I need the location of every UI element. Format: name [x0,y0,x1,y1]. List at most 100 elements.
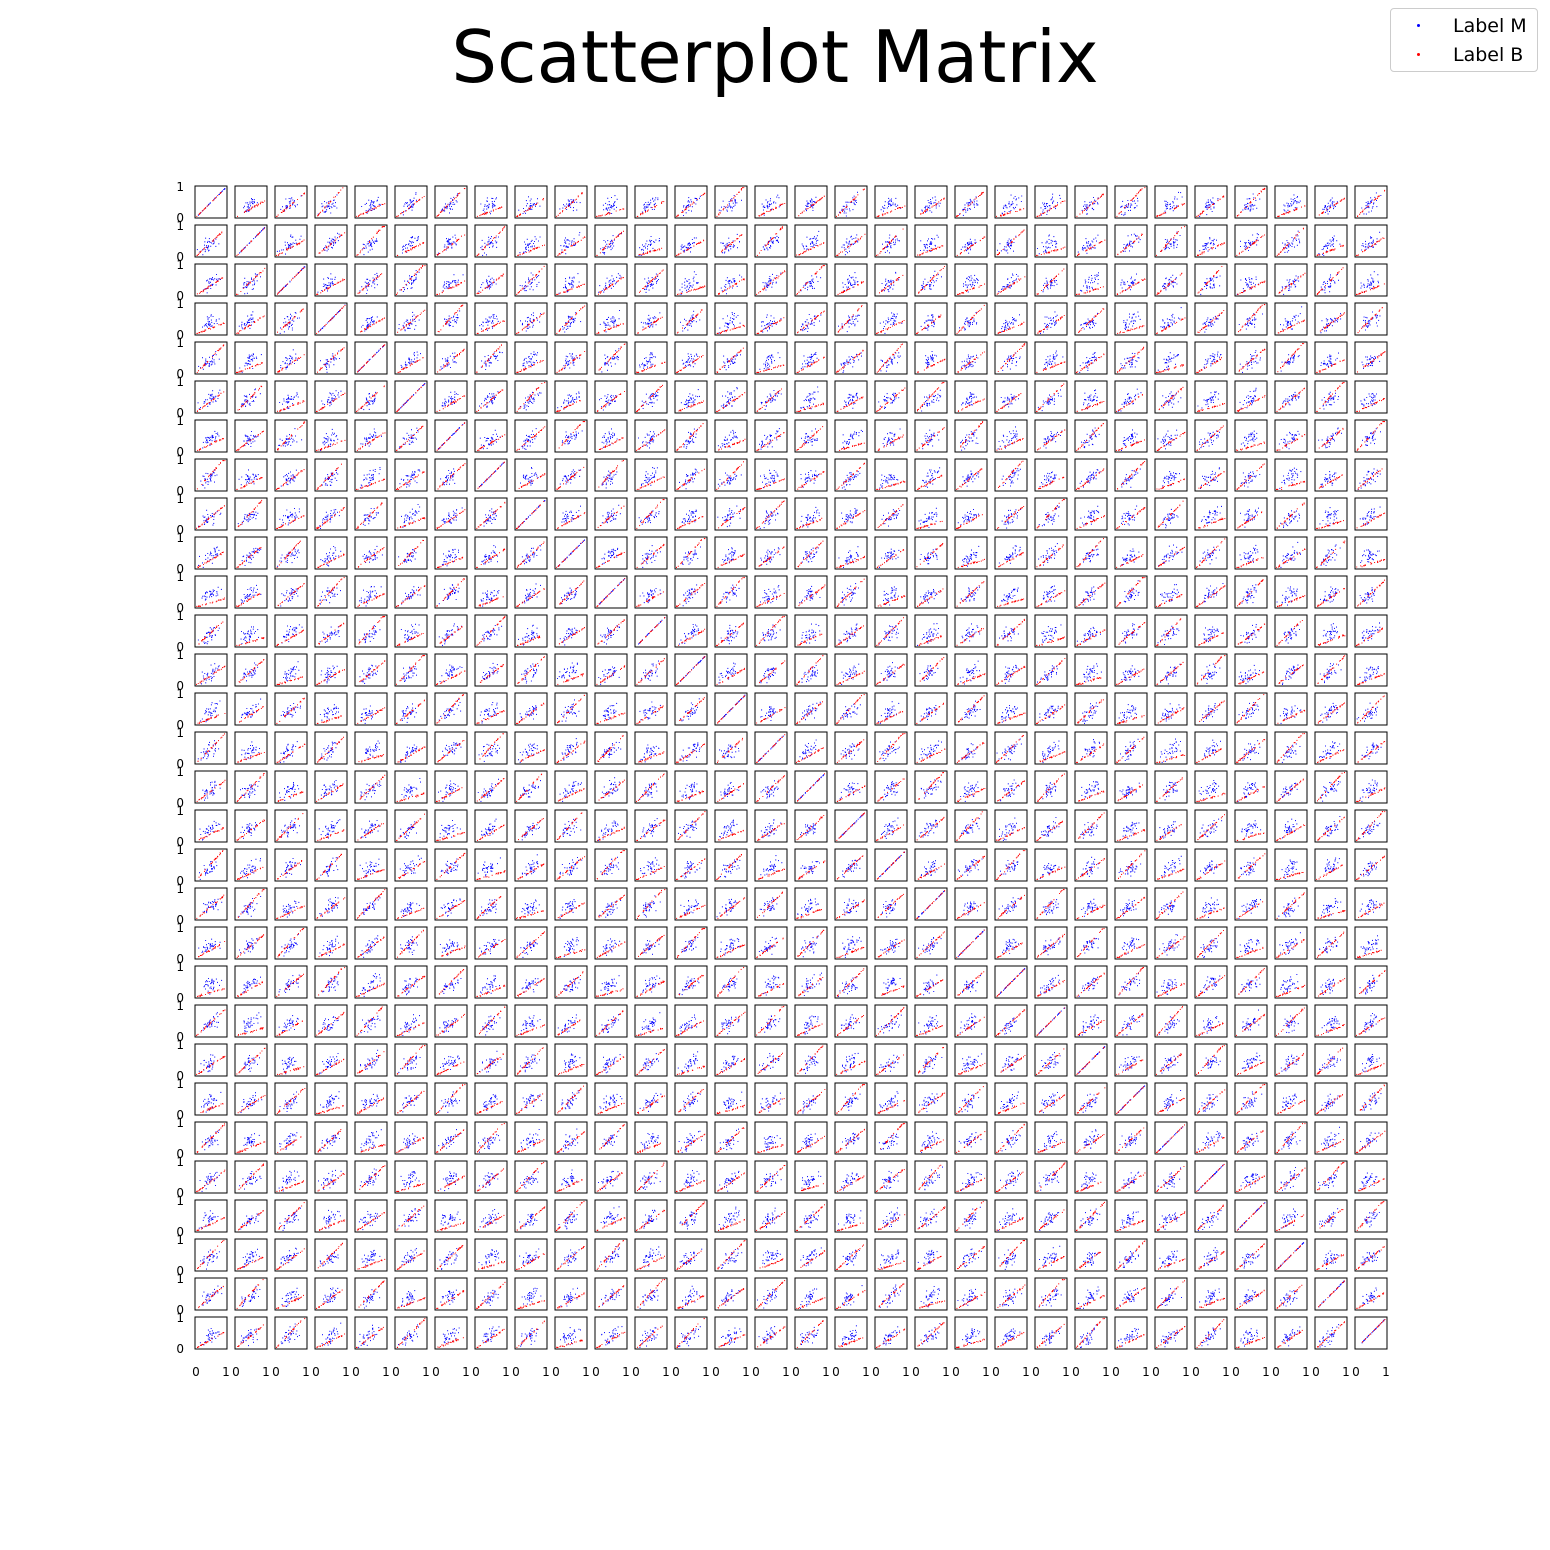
x-tick-label: 0 [672,1365,680,1379]
points-label-m [1119,1288,1139,1306]
panel-frame [314,809,348,843]
points-label-b [956,1338,985,1348]
panel-frame [994,1316,1028,1350]
panel-r13-c8 [514,692,548,726]
points-label-b [1316,267,1344,295]
panel-frame [994,692,1028,726]
points-label-b [1076,677,1102,685]
points-label-b [1037,1141,1065,1153]
panel-r19-c18 [914,926,948,960]
panel-r16-c5 [394,809,428,843]
panel-frame [554,653,588,687]
panel-r23-c23 [1114,1082,1148,1116]
x-tick-label: 0 [1312,1365,1320,1379]
points-label-m [678,1326,701,1348]
points-label-m [801,623,821,644]
points-label-m [601,504,621,524]
panel-frame [1154,341,1188,375]
panel-frame [1234,458,1268,492]
panel-r6-c10 [594,419,628,453]
panel-frame [1114,653,1148,687]
points-label-m [962,545,980,567]
points-label-m [1197,1131,1223,1150]
panel-r29-c4 [354,1316,388,1350]
panel-r20-c26 [1234,965,1268,999]
panel-r5-c24 [1154,380,1188,414]
panel-r18-c24 [1154,887,1188,921]
panel-r11-c2 [274,614,308,648]
points-label-m [679,742,701,762]
points-label-b [797,540,824,568]
points-label-m [480,590,500,607]
points-label-m [996,738,1022,761]
panel-r6-c11 [634,419,668,453]
points-label-b [1116,1334,1145,1348]
panel-frame [914,1277,948,1311]
points-label-b [919,657,945,682]
points-label-b [1156,754,1186,763]
panel-r6-c26 [1234,419,1268,453]
points-label-m [959,1093,980,1113]
panel-r2-c3 [314,263,348,297]
panel-frame [1234,302,1268,336]
panel-frame [474,575,508,609]
points-label-m [1120,738,1139,762]
points-label-b [716,622,744,646]
points-label-m [561,1090,580,1110]
points-label-m [759,352,781,370]
panel-frame [474,1082,508,1116]
panel-frame [234,1004,268,1038]
points-label-m [1282,664,1299,685]
points-label-b [1317,749,1345,763]
panel-frame [354,1316,388,1350]
panel-frame [1114,263,1148,297]
points-label-m [1001,587,1019,602]
panel-r29-c29 [1354,1316,1388,1350]
points-label-m [361,1093,379,1109]
points-label-b [557,1019,581,1036]
panel-r22-c25 [1194,1043,1228,1077]
panel-r15-c22 [1074,770,1108,804]
points-label-b [197,1240,225,1270]
points-label-m [1199,430,1220,449]
panel-frame [634,497,668,531]
panel-frame [354,731,388,765]
points-label-b [356,1006,383,1036]
panel-frame [834,965,868,999]
panel-frame [354,848,388,882]
panel-frame [1234,341,1268,375]
panel-r10-c17 [874,575,908,609]
panel-r9-c19 [954,536,988,570]
points-label-b [236,430,264,451]
panel-frame [274,614,308,648]
panel-r15-c0 [194,770,228,804]
points-label-b [436,1061,465,1075]
panel-r28-c22 [1074,1277,1108,1311]
points-label-b [1236,234,1265,256]
points-label-m [399,821,417,840]
panel-frame [754,1121,788,1155]
points-label-b [357,936,385,958]
points-label-m [281,818,300,838]
points-label-m [1001,1130,1021,1152]
points-label-b [277,267,305,295]
panel-r3-c28 [1314,302,1348,336]
points-label-m [1242,1009,1260,1031]
panel-frame [394,1277,428,1311]
panel-r14-c15 [794,731,828,765]
points-label-m [442,1327,460,1344]
y-tick-label: 1 [176,843,184,857]
points-label-m [997,235,1017,254]
panel-frame [514,458,548,492]
points-label-b [996,393,1022,412]
panel-frame [1074,1082,1108,1116]
points-label-m [1357,468,1381,490]
panel-frame [914,263,948,297]
panel-frame [234,1043,268,1077]
panel-r13-c17 [874,692,908,726]
panel-r17-c8 [514,848,548,882]
panel-r27-c13 [714,1238,748,1272]
panel-r24-c17 [874,1121,908,1155]
panel-r29-c7 [474,1316,508,1350]
points-label-m [1200,975,1221,993]
